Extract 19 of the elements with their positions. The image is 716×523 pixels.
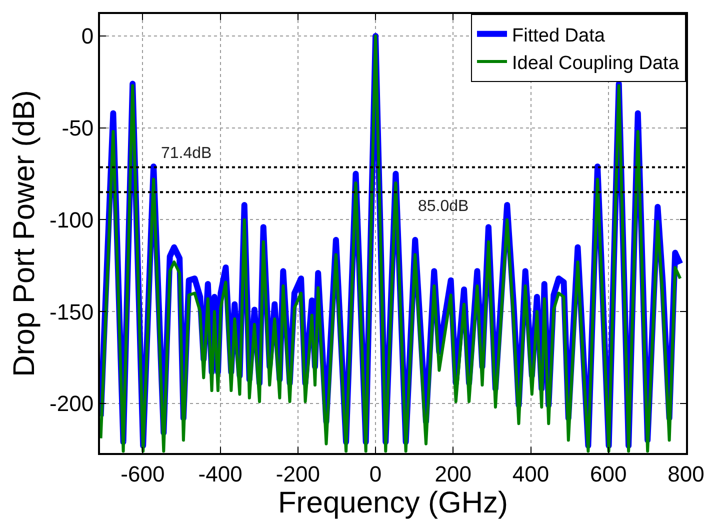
y-tick-label: -50	[62, 116, 94, 141]
y-tick-label: -200	[50, 391, 94, 416]
x-tick-label: 800	[668, 461, 704, 486]
x-tick-label: 400	[512, 461, 550, 486]
y-axis-title: Drop Port Power (dB)	[8, 90, 42, 377]
x-tick-label: 200	[434, 461, 472, 486]
x-tick-label: 0	[369, 461, 382, 486]
ref-line-label: 71.4dB	[161, 145, 212, 162]
legend-label: Ideal Coupling Data	[512, 52, 680, 74]
x-tick-label: 600	[590, 461, 627, 486]
x-tick-label: -200	[276, 461, 320, 486]
y-tick-label: -150	[50, 299, 94, 324]
x-tick-label: -400	[198, 461, 242, 486]
x-axis-title: Frequency (GHz)	[278, 486, 508, 520]
x-tick-label: -600	[120, 461, 165, 486]
ref-line-label: 85.0dB	[418, 198, 469, 215]
y-tick-label: -100	[50, 207, 94, 232]
legend-label: Fitted Data	[512, 25, 606, 46]
y-tick-label: 0	[81, 24, 94, 49]
